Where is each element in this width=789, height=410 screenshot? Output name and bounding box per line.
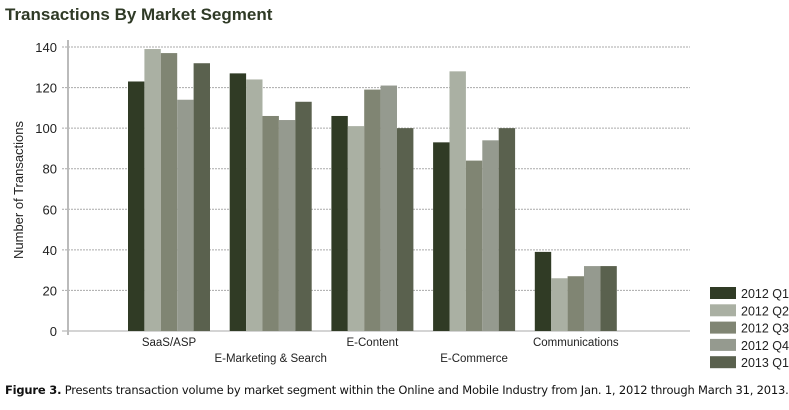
y-tick-label: 20 — [43, 283, 57, 298]
bar-chart: 0 20 40 60 80 100 120 140 SaaS/ASP E-Marketing &… — [11, 40, 789, 370]
x-tick-label: E-Content — [347, 337, 400, 349]
bars — [128, 49, 617, 332]
caption-text: Presents transaction volume by market se… — [61, 383, 789, 397]
legend-swatch — [710, 287, 736, 299]
y-tick-label: 60 — [43, 202, 57, 217]
bar-2012-q2 — [144, 49, 161, 332]
y-tick-label: 0 — [50, 324, 57, 339]
y-tick-label: 80 — [43, 162, 57, 177]
bar-2012-q4 — [584, 266, 601, 331]
bar-2012-q4 — [177, 99, 194, 331]
legend-label: 2012 Q2 — [741, 304, 789, 318]
bar-2012-q1 — [331, 115, 348, 331]
y-tick-label: 40 — [43, 243, 57, 258]
bar-2012-q1 — [534, 251, 552, 331]
legend-swatch — [710, 321, 736, 334]
bar-2012-q3 — [160, 53, 178, 331]
legend-label: 2012 Q4 — [741, 339, 789, 353]
bar-2012-q3 — [465, 160, 483, 331]
bar-2013-q1 — [600, 266, 617, 331]
legend-label: 2013 Q1 — [741, 356, 789, 370]
bar-2013-q1 — [397, 128, 414, 331]
x-tick-label: E-Marketing & Search — [214, 353, 327, 365]
y-axis-ticks: 0 20 40 60 80 100 120 140 — [35, 40, 57, 339]
legend-label: 2012 Q1 — [741, 287, 789, 301]
legend-swatch — [710, 338, 736, 351]
bar-2012-q3 — [262, 115, 279, 331]
bar-2012-q1 — [128, 81, 145, 331]
bar-2012-q2 — [246, 79, 263, 331]
bar-2012-q4 — [482, 140, 499, 331]
bar-2012-q2 — [551, 278, 568, 331]
legend-swatch — [710, 356, 736, 369]
legend-label: 2012 Q3 — [741, 322, 789, 336]
legend-swatch — [710, 304, 736, 317]
bar-2013-q1 — [295, 101, 312, 332]
bar-2012-q4 — [380, 85, 397, 332]
caption-label: Figure 3. — [5, 383, 62, 397]
y-tick-label: 100 — [35, 121, 57, 136]
bar-2012-q2 — [347, 126, 365, 331]
x-tick-label: Communications — [533, 337, 619, 349]
bar-2012-q3 — [364, 89, 381, 331]
x-axis-labels: SaaS/ASP E-Marketing & Search E-Content E-C… — [142, 337, 619, 365]
figure-caption: Figure 3. Presents transaction volume by… — [5, 383, 789, 397]
x-tick-label: SaaS/ASP — [142, 337, 197, 349]
bar-2012-q4 — [278, 120, 296, 332]
y-axis-label: Number of Transactions — [11, 121, 26, 260]
bar-2012-q3 — [567, 276, 584, 331]
bar-2012-q1 — [229, 73, 247, 331]
bar-2012-q2 — [449, 71, 466, 331]
bar-2012-q1 — [433, 142, 450, 331]
y-tick-label: 140 — [35, 40, 57, 55]
bar-2013-q1 — [193, 63, 210, 331]
legend: 2012 Q1 2012 Q2 2012 Q3 2012 Q4 2013 Q1 — [710, 287, 789, 370]
y-tick-label: 120 — [35, 81, 57, 96]
bar-2013-q1 — [498, 128, 516, 331]
chart-title: Transactions By Market Segment — [5, 5, 273, 24]
x-tick-label: E-Commerce — [440, 353, 508, 365]
